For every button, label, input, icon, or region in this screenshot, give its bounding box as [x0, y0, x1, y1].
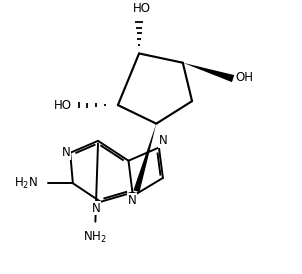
Polygon shape [133, 124, 156, 192]
Text: N: N [62, 146, 70, 159]
Text: H$_2$N: H$_2$N [14, 176, 38, 191]
Text: OH: OH [236, 71, 254, 84]
Text: HO: HO [133, 2, 151, 15]
Text: N: N [128, 194, 137, 207]
Text: HO: HO [53, 99, 72, 112]
Text: N: N [92, 202, 101, 215]
Text: N: N [159, 135, 168, 147]
Polygon shape [183, 63, 234, 82]
Text: NH$_2$: NH$_2$ [83, 230, 107, 245]
